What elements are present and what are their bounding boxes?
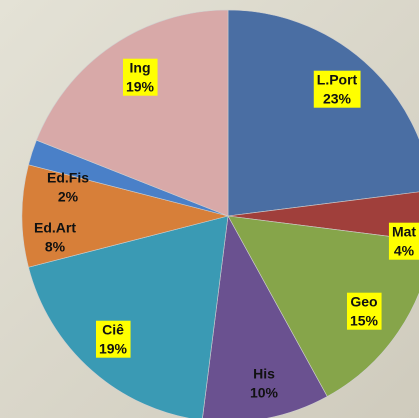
slice: [21, 164, 229, 268]
category-label: L.Port: [317, 72, 358, 88]
slice-label: Ed.Art 8%: [34, 220, 76, 255]
category-label: Ed.Art: [34, 220, 76, 236]
value-label: 10%: [250, 385, 279, 401]
slice-label: Ciê 19%: [95, 320, 131, 358]
label-background: [388, 222, 419, 260]
label-background: [95, 320, 131, 358]
value-label: 19%: [99, 341, 128, 357]
slice-label: Geo 15%: [346, 292, 382, 330]
value-label: 2%: [58, 189, 79, 205]
slice-label: Ed.Fis 2%: [47, 170, 89, 205]
category-label: Ing: [130, 60, 151, 76]
category-label: Ed.Fis: [47, 170, 89, 186]
category-label: Ciê: [102, 322, 124, 338]
label-background: [346, 292, 382, 330]
pie: [21, 9, 419, 418]
slice-label: L.Port 23%: [313, 70, 361, 108]
slice: [227, 191, 419, 241]
slice: [28, 215, 229, 418]
value-label: 8%: [45, 239, 66, 255]
label-background: [313, 70, 361, 108]
slice-label: His 10%: [250, 366, 279, 401]
slice: [202, 215, 328, 418]
slice-label: Mat 4%: [388, 222, 419, 260]
slice: [36, 9, 229, 217]
slice: [227, 9, 419, 217]
category-label: Mat: [392, 224, 416, 240]
labels: L.Port 23% Mat 4% Geo 15% His 10% Ciê 19% Ed.Art 8%…: [34, 58, 419, 401]
value-label: 19%: [126, 79, 155, 95]
value-label: 15%: [350, 313, 379, 329]
value-label: 4%: [394, 243, 415, 259]
category-label: His: [253, 366, 275, 382]
category-label: Geo: [350, 294, 377, 310]
slice-label: Ing 19%: [122, 58, 158, 96]
value-label: 23%: [323, 91, 352, 107]
slice: [227, 215, 419, 397]
label-background: [122, 58, 158, 96]
